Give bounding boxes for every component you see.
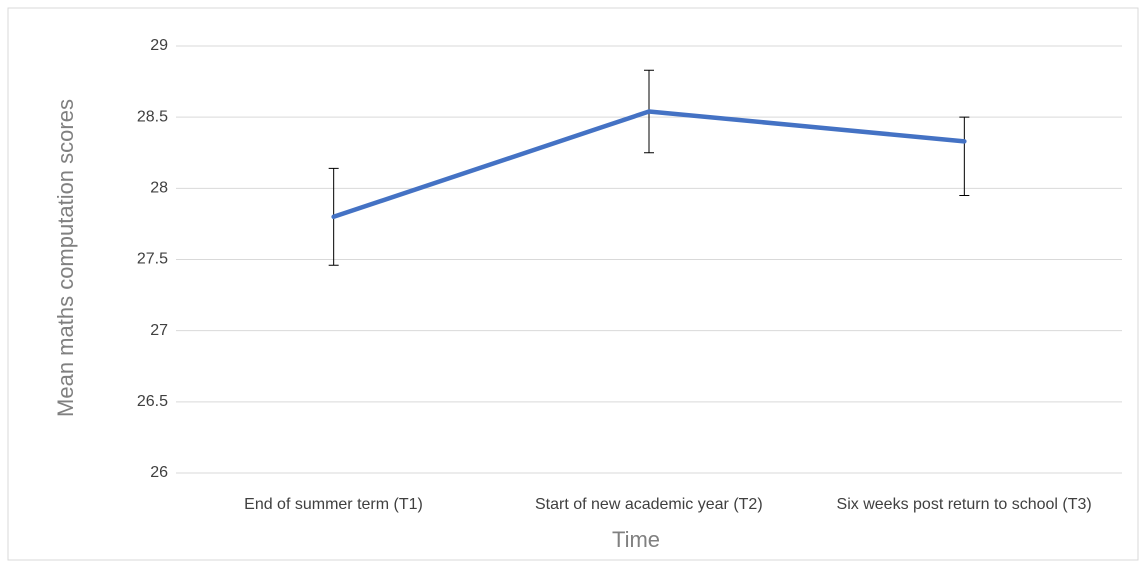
x-axis-title: Time [612, 527, 660, 552]
y-tick-label: 27 [150, 322, 168, 339]
y-tick-label: 27.5 [137, 251, 168, 268]
error-bar [959, 116, 970, 196]
chart-border [7, 7, 1139, 561]
y-tick-label: 28 [150, 180, 168, 197]
line-series [331, 109, 967, 220]
y-axis-title: Mean maths computation scores [53, 99, 78, 417]
x-tick-label: End of summer term (T1) [244, 496, 423, 513]
x-tick-label: Start of new academic year (T2) [535, 496, 763, 513]
y-tick-label: 29 [150, 37, 168, 54]
y-tick-label: 26.5 [137, 393, 168, 410]
y-tick-label: 26 [150, 464, 168, 481]
y-tick-label: 28.5 [137, 108, 168, 125]
x-tick-label: Six weeks post return to school (T3) [836, 496, 1092, 513]
